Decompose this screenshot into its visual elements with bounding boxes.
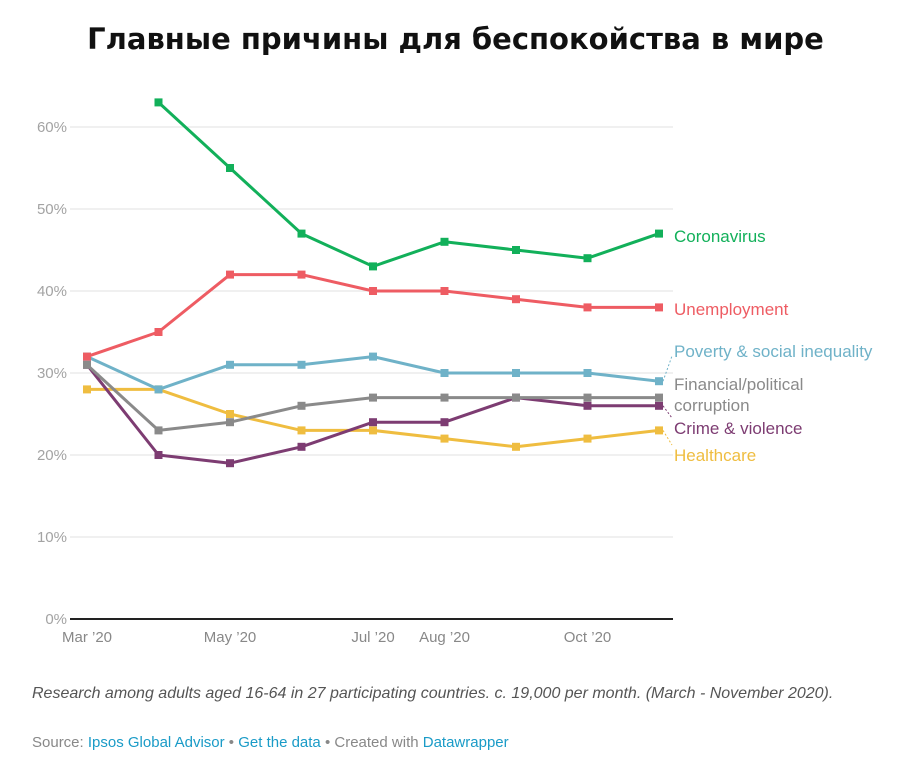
data-point (655, 393, 663, 402)
data-point (655, 426, 663, 435)
data-point (512, 295, 520, 304)
data-point (226, 459, 234, 468)
series-label: corruption (674, 396, 750, 415)
label-connector (662, 430, 673, 446)
series-0 (154, 98, 663, 271)
data-point (369, 287, 377, 295)
get-data-link[interactable]: Get the data (238, 734, 321, 751)
data-point (512, 393, 520, 402)
y-tick-label: 40% (37, 283, 67, 300)
y-tick-label: 50% (37, 201, 67, 218)
data-point (297, 401, 306, 410)
data-point (226, 164, 234, 172)
chart-title: Главные причины для беспокойства в мире (87, 22, 824, 56)
data-point (226, 418, 234, 427)
ipsos-link[interactable]: Ipsos Global Advisor (87, 734, 225, 751)
data-point (583, 401, 592, 410)
data-point (440, 418, 449, 427)
data-point (440, 287, 449, 295)
data-point (297, 270, 306, 279)
line-chart: 0% 10% 20% 30% 40% 50% 60% Mar ’20 May ’20 Jul ’… (37, 98, 873, 646)
x-tick-label: Jul ’20 (351, 629, 394, 646)
series-3 (83, 360, 663, 435)
series-label: Healthcare (674, 446, 756, 465)
data-point (83, 360, 91, 369)
series-label: Poverty & social inequality (674, 342, 873, 361)
chart-note: Research among adults aged 16-64 in 27 p… (32, 685, 834, 702)
x-axis-ticks: Mar ’20 May ’20 Jul ’20 Aug ’20 Oct ’20 (62, 629, 611, 646)
series-line (85, 363, 659, 465)
y-axis-ticks: 0% 10% 20% 30% 40% 50% 60% (37, 119, 67, 628)
x-tick-label: Mar ’20 (62, 629, 112, 646)
data-point (369, 393, 377, 402)
data-point (512, 369, 520, 377)
series-5 (83, 385, 663, 451)
series-line (157, 101, 660, 268)
data-point (583, 393, 592, 402)
data-point (154, 98, 163, 107)
data-point (655, 303, 663, 312)
y-tick-label: 0% (45, 611, 67, 628)
data-point (369, 262, 377, 271)
label-connector (662, 405, 673, 419)
data-point (583, 369, 592, 377)
series-4 (83, 360, 663, 468)
data-point (655, 401, 663, 410)
data-point (655, 229, 663, 238)
series-label: Coronavirus (674, 227, 766, 246)
data-point (297, 229, 306, 238)
series-1 (83, 270, 663, 361)
data-point (297, 360, 306, 369)
data-point (226, 360, 234, 369)
y-tick-label: 30% (37, 365, 67, 382)
y-tick-label: 10% (37, 529, 67, 546)
source-line: Source: Ipsos Global Advisor • Get the d… (32, 734, 509, 751)
data-point (655, 377, 663, 386)
data-point (154, 385, 163, 394)
source-prefix: Source: (32, 734, 88, 751)
series-labels: Coronavirus Unemployment Poverty & social … (662, 227, 873, 465)
x-tick-label: Aug ’20 (419, 629, 470, 646)
data-point (369, 418, 377, 427)
data-point (583, 434, 592, 443)
data-point (369, 352, 377, 361)
datawrapper-link[interactable]: Datawrapper (422, 734, 509, 751)
data-point (226, 270, 234, 279)
data-point (512, 442, 520, 451)
data-point (154, 328, 163, 336)
data-point (154, 451, 163, 459)
series-label: Financial/political (674, 375, 803, 394)
data-point (583, 303, 592, 312)
data-point (297, 426, 306, 435)
data-point (83, 352, 91, 361)
data-point (440, 393, 449, 402)
data-point (154, 426, 163, 435)
x-tick-label: May ’20 (204, 629, 257, 646)
series-line (86, 273, 659, 359)
label-connector (662, 355, 673, 382)
y-tick-label: 60% (37, 119, 67, 136)
data-point (226, 410, 234, 418)
series-lines (83, 98, 663, 468)
data-point (297, 442, 306, 451)
data-point (440, 369, 449, 377)
data-point (440, 237, 449, 246)
y-tick-label: 20% (37, 447, 67, 464)
created-with-text: • Created with (320, 734, 423, 751)
data-point (369, 426, 377, 435)
data-point (83, 385, 91, 394)
series-2 (83, 352, 663, 394)
series-label: Crime & violence (674, 419, 803, 438)
data-point (583, 254, 592, 263)
data-point (512, 246, 520, 254)
data-point (440, 434, 449, 443)
series-label: Unemployment (674, 300, 789, 319)
x-tick-label: Oct ’20 (564, 629, 612, 646)
source-separator: • (224, 734, 239, 751)
